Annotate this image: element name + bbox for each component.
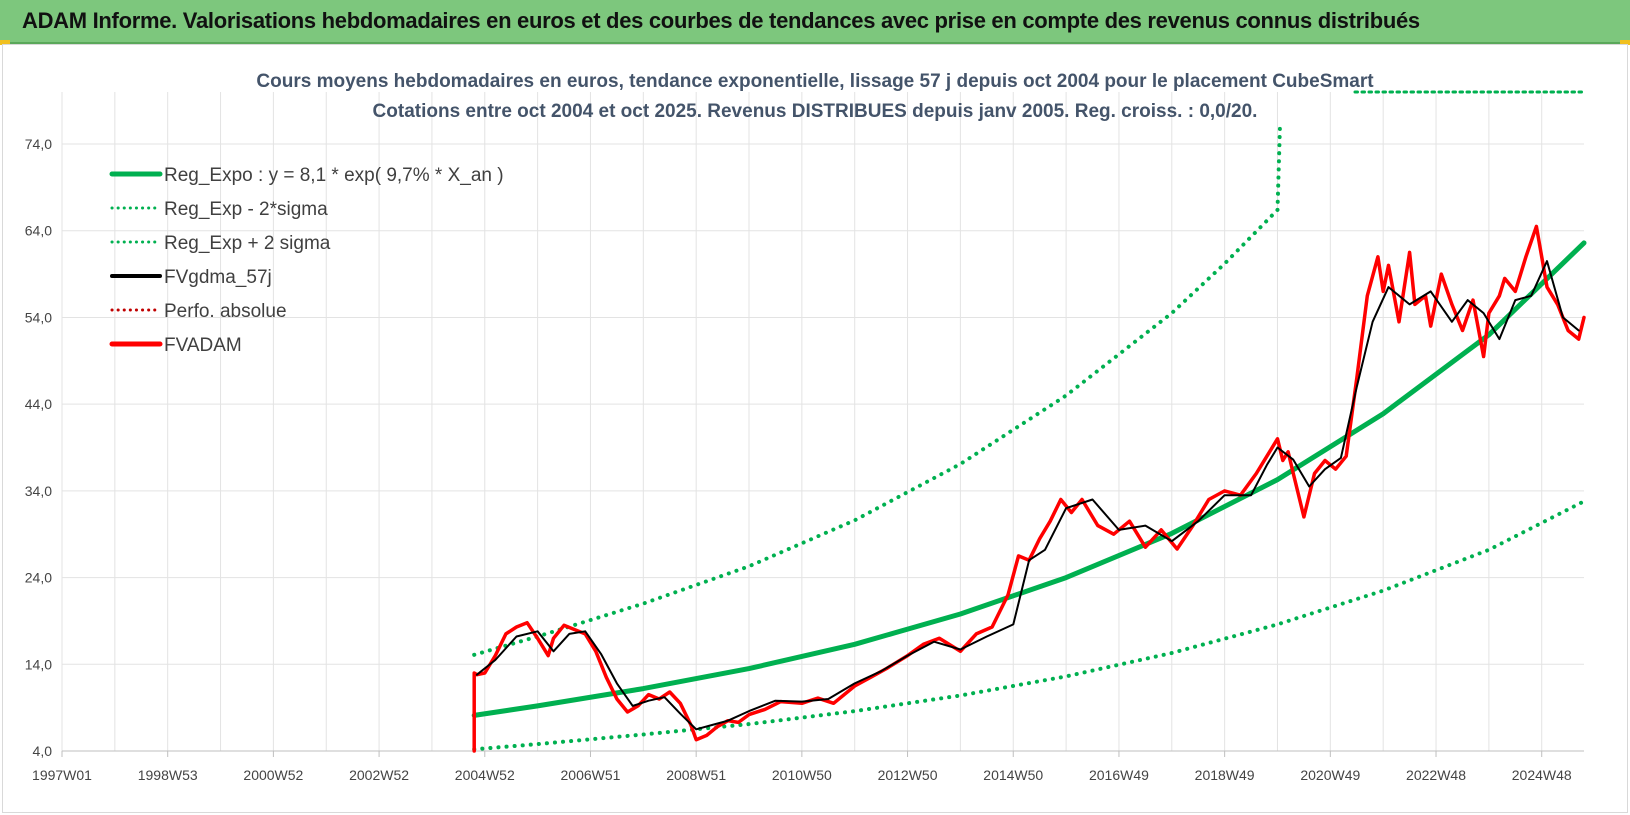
x-tick-label: 2010W50	[772, 767, 832, 783]
x-tick-label: 2018W49	[1195, 767, 1255, 783]
legend-label: Reg_Expo : y = 8,1 * exp( 9,7% * X_an )	[164, 165, 504, 186]
y-tick-label: 64,0	[25, 223, 52, 239]
series-line-3	[475, 260, 1580, 731]
x-tick-label: 2016W49	[1089, 767, 1149, 783]
chart-title: Cours moyens hebdomadaires en euros, ten…	[256, 71, 1374, 92]
y-tick-label: 34,0	[25, 483, 52, 499]
x-tick-label: 2006W51	[561, 767, 621, 783]
x-tick-label: 2014W50	[983, 767, 1043, 783]
y-tick-label: 4,0	[33, 743, 53, 759]
chart-subtitle: Cotations entre oct 2004 et oct 2025. Re…	[373, 101, 1258, 122]
legend-label: Perfo. absolue	[164, 301, 287, 322]
x-tick-label: 2002W52	[349, 767, 409, 783]
y-tick-label: 74,0	[25, 136, 52, 152]
y-axis-ticks: 4,0 14,0 24,0 34,0 44,0 54,0 64,0 74,0	[25, 136, 52, 759]
x-tick-label: 1997W01	[32, 767, 92, 783]
corner-marker-left	[0, 40, 10, 45]
grid	[61, 92, 1584, 752]
corner-marker-right	[1620, 40, 1630, 45]
series-line-5	[472, 224, 1586, 753]
x-tick-label: 2022W48	[1406, 767, 1466, 783]
legend-label: FVADAM	[164, 335, 242, 356]
x-axis-ticks: 1997W01 1998W53 2000W52 2002W52 2004W52 2006W…	[32, 751, 1572, 783]
legend-label: FVgdma_57j	[164, 267, 272, 288]
x-tick-label: 2024W48	[1512, 767, 1572, 783]
series	[471, 119, 1587, 753]
y-tick-label: 54,0	[25, 309, 52, 325]
header-banner: ADAM Informe. Valorisations hebdomadaire…	[0, 0, 1630, 44]
x-tick-label: 2008W51	[666, 767, 726, 783]
x-tick-label: 2004W52	[455, 767, 515, 783]
series-line-1	[472, 499, 1586, 752]
x-tick-label: 1998W53	[138, 767, 198, 783]
legend-label: Reg_Exp - 2*sigma	[164, 199, 328, 220]
legend: Reg_Expo : y = 8,1 * exp( 9,7% * X_an ) R…	[109, 165, 504, 356]
series-line-2	[472, 119, 1283, 657]
x-tick-label: 2020W49	[1300, 767, 1360, 783]
y-tick-label: 24,0	[25, 570, 52, 586]
x-tick-label: 2012W50	[878, 767, 938, 783]
x-tick-label: 2000W52	[243, 767, 303, 783]
y-tick-label: 44,0	[25, 396, 52, 412]
legend-label: Reg_Exp + 2 sigma	[164, 233, 331, 254]
page-title: ADAM Informe. Valorisations hebdomadaire…	[22, 8, 1420, 33]
series-line-0	[471, 240, 1587, 718]
y-tick-label: 14,0	[25, 656, 52, 672]
